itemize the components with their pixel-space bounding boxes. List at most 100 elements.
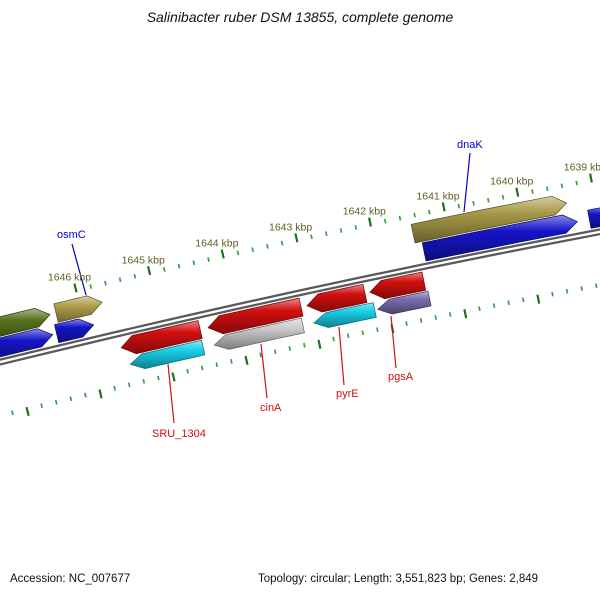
outer-ruler-tick bbox=[457, 203, 461, 209]
outer-ruler-tick bbox=[236, 250, 240, 256]
inner-ruler-tick bbox=[127, 382, 131, 388]
genome-backbone-outer-strand bbox=[0, 228, 600, 361]
inner-ruler-tick bbox=[419, 318, 423, 323]
inner-ruler-tick bbox=[303, 342, 306, 348]
ruler-kbp-label-1639: 1639 kbp bbox=[564, 161, 600, 173]
ruler-kbp-label-1646: 1646 kbp bbox=[48, 272, 91, 284]
gene-label-SRU_1304[interactable]: SRU_1304 bbox=[152, 428, 206, 440]
outer-ruler-tick bbox=[266, 244, 269, 249]
ruler-ticks-outer bbox=[73, 173, 593, 293]
inner-ruler-tick bbox=[54, 399, 58, 405]
outer-ruler-tick bbox=[294, 233, 299, 243]
gene-arrow-0[interactable] bbox=[0, 308, 51, 342]
inner-ruler-tick bbox=[536, 294, 541, 304]
inner-ruler-tick bbox=[317, 339, 322, 349]
outer-ruler-tick bbox=[118, 277, 122, 283]
label-leader-line-osmC bbox=[71, 243, 87, 296]
gene-arrow-5[interactable] bbox=[421, 214, 578, 262]
ruler-kbp-label-1640: 1640 kbp bbox=[490, 176, 533, 188]
outer-ruler-tick bbox=[177, 263, 181, 269]
outer-ruler-tick bbox=[413, 212, 416, 218]
gene-arrow-7[interactable] bbox=[120, 320, 203, 355]
gene-arrow-13[interactable] bbox=[369, 271, 427, 300]
gene-arrow-pyrE[interactable] bbox=[313, 302, 377, 328]
outer-ruler-tick bbox=[192, 260, 196, 266]
gene-label-pyrE[interactable]: pyrE bbox=[336, 388, 359, 400]
outer-ruler-tick bbox=[251, 247, 255, 252]
outer-ruler-tick bbox=[280, 240, 284, 246]
outer-ruler-tick bbox=[560, 183, 564, 189]
outer-ruler-tick bbox=[310, 234, 313, 240]
gene-arrow-dnaK[interactable] bbox=[410, 195, 568, 244]
inner-ruler-tick bbox=[215, 362, 219, 368]
gene-arrow-SRU_1304[interactable] bbox=[129, 339, 206, 369]
ruler-ticks-inner bbox=[11, 283, 598, 417]
outer-ruler-tick bbox=[589, 173, 593, 183]
label-leader-line-pgsA bbox=[390, 315, 397, 369]
outer-ruler-tick bbox=[147, 266, 152, 276]
inner-ruler-tick bbox=[25, 406, 30, 417]
outer-ruler-tick bbox=[487, 197, 490, 203]
gene-arrow-pgsA[interactable] bbox=[377, 290, 432, 315]
page-title: Salinibacter ruber DSM 13855, complete g… bbox=[146, 9, 454, 25]
inner-ruler-tick bbox=[463, 309, 468, 319]
inner-ruler-tick bbox=[98, 389, 103, 399]
inner-ruler-tick bbox=[171, 372, 176, 382]
inner-ruler-tick bbox=[332, 336, 335, 342]
inner-ruler-tick bbox=[157, 375, 160, 381]
inner-ruler-tick bbox=[507, 300, 510, 306]
gene-label-cinA[interactable]: cinA bbox=[260, 402, 282, 414]
gene-arrow-cinA[interactable] bbox=[213, 317, 305, 350]
label-leader-line-SRU_1304 bbox=[167, 363, 175, 424]
genome-backbone-inner-strand bbox=[0, 232, 600, 366]
inner-ruler-tick bbox=[200, 365, 204, 371]
inner-ruler-tick bbox=[113, 385, 117, 391]
outer-ruler-tick bbox=[398, 215, 402, 221]
outer-ruler-tick bbox=[368, 217, 372, 227]
gene-arrow-11[interactable] bbox=[306, 283, 368, 313]
gene-arrow-2[interactable] bbox=[0, 328, 54, 362]
inner-ruler-tick bbox=[361, 330, 365, 336]
gene-label-pgsA[interactable]: pgsA bbox=[388, 371, 414, 383]
inner-ruler-tick bbox=[186, 368, 189, 374]
outer-ruler-tick bbox=[324, 231, 328, 236]
label-leader-line-dnaK bbox=[463, 152, 471, 213]
outer-ruler-tick bbox=[339, 228, 343, 233]
outer-ruler-tick bbox=[545, 186, 549, 192]
outer-ruler-tick bbox=[207, 257, 210, 262]
ruler-kbp-label-1644: 1644 kbp bbox=[195, 238, 238, 250]
ruler-kbp-label-1645: 1645 kbp bbox=[122, 254, 165, 266]
inner-ruler-tick bbox=[69, 396, 73, 402]
outer-ruler-tick bbox=[133, 273, 137, 279]
label-leader-line-cinA bbox=[260, 343, 268, 399]
inner-ruler-tick bbox=[40, 403, 44, 409]
inner-ruler-tick bbox=[448, 312, 452, 317]
inner-ruler-tick bbox=[259, 352, 262, 358]
outer-ruler-tick bbox=[162, 267, 166, 272]
inner-ruler-tick bbox=[376, 327, 379, 332]
gene-arrow-osmC[interactable] bbox=[53, 295, 103, 323]
inner-ruler-tick bbox=[288, 346, 292, 351]
gene-label-dnaK[interactable]: dnaK bbox=[457, 139, 483, 151]
gene-arrow-3[interactable] bbox=[54, 318, 95, 344]
outer-ruler-tick bbox=[354, 225, 358, 230]
gene-arrow-9[interactable] bbox=[207, 297, 304, 335]
ruler-kbp-label-1643: 1643 kbp bbox=[269, 221, 312, 233]
gene-label-osmC[interactable]: osmC bbox=[57, 229, 86, 241]
gene-arrow-6[interactable] bbox=[587, 206, 600, 229]
label-leader-line-pyrE bbox=[338, 326, 345, 386]
ruler-kbp-label-1641: 1641 kbp bbox=[416, 190, 459, 202]
inner-ruler-tick bbox=[273, 349, 277, 355]
outer-ruler-tick bbox=[501, 194, 505, 200]
inner-ruler-tick bbox=[551, 291, 554, 297]
outer-ruler-tick bbox=[472, 200, 475, 206]
outer-ruler-tick bbox=[441, 202, 446, 212]
outer-ruler-tick bbox=[531, 189, 534, 194]
inner-ruler-tick bbox=[565, 288, 569, 294]
inner-ruler-tick bbox=[84, 392, 87, 398]
inner-ruler-tick bbox=[346, 333, 350, 339]
inner-ruler-tick bbox=[521, 297, 525, 303]
accession-text: Accession: NC_007677 bbox=[10, 573, 131, 585]
